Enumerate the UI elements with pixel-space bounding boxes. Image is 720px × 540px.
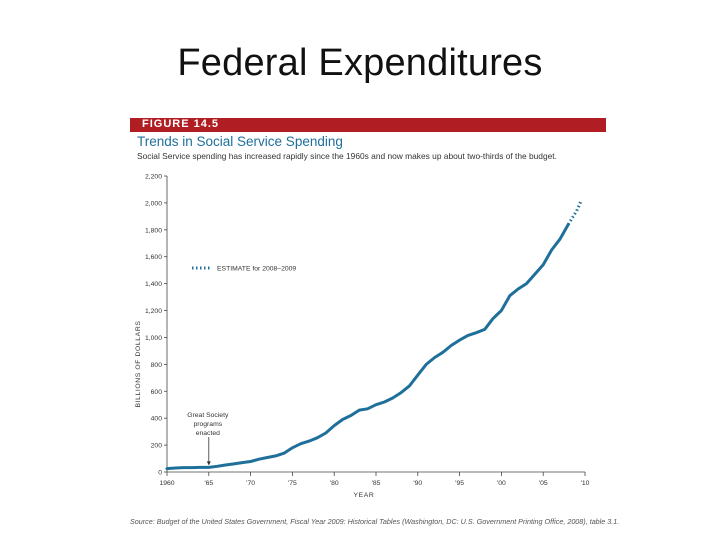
figure-source: Source: Budget of the United States Gove… — [130, 517, 620, 526]
slide-title: Federal Expenditures — [177, 42, 543, 84]
chart-series — [165, 200, 583, 471]
figure-label: FIGURE 14.5 — [142, 118, 220, 130]
y-tick-label: 0 — [158, 470, 162, 477]
figure-title: Trends in Social Service Spending — [137, 134, 343, 149]
x-tick-label: '10 — [581, 480, 590, 487]
x-tick-label: '05 — [539, 480, 548, 487]
x-tick-label: '00 — [497, 480, 506, 487]
y-tick-label: 400 — [151, 416, 163, 423]
actual-series-line — [165, 222, 570, 471]
x-tick-label: '90 — [413, 480, 422, 487]
annotation-text-line: Great Society — [187, 412, 229, 419]
y-tick-label: 1,400 — [145, 281, 162, 288]
x-tick-label: 1960 — [159, 480, 174, 487]
y-tick-label: 600 — [151, 389, 163, 396]
x-tick-label: '85 — [372, 480, 381, 487]
chart-legend: ESTIMATE for 2008–2009 — [192, 266, 296, 273]
y-tick-label: 1,600 — [145, 254, 162, 261]
y-axis: 0 200 400 600 800 1,000 1,200 1,400 1,600 1,800 2,… — [135, 174, 168, 477]
annotation-text-line: enacted — [196, 430, 220, 437]
y-tick-label: 200 — [151, 443, 163, 450]
figure-banner: FIGURE 14.5 — [130, 118, 606, 132]
x-tick-label: '65 — [204, 480, 213, 487]
chart-annotations: Great Society programs enacted — [187, 412, 229, 466]
y-tick-label: 1,000 — [145, 335, 162, 342]
y-tick-label: 1,800 — [145, 227, 162, 234]
y-tick-label: 2,000 — [145, 200, 162, 207]
y-axis-label: BILLIONS OF DOLLARS — [135, 321, 142, 408]
x-axis: 1960 '65 '70 '75 '80 '85 '90 '95 '00 '05 '10 YEAR — [159, 471, 590, 499]
estimate-series-line — [567, 200, 583, 226]
annotation-arrowhead — [206, 461, 211, 466]
x-tick-label: '80 — [330, 480, 339, 487]
y-tick-label: 2,200 — [145, 174, 162, 181]
x-tick-label: '75 — [288, 480, 297, 487]
y-tick-label: 1,200 — [145, 308, 162, 315]
x-axis-label: YEAR — [354, 492, 375, 499]
x-tick-label: '70 — [246, 480, 255, 487]
annotation-text-line: programs — [193, 421, 222, 428]
figure-subtitle: Social Service spending has increased ra… — [137, 151, 557, 161]
x-tick-label: '95 — [455, 480, 464, 487]
y-tick-label: 800 — [151, 362, 163, 369]
legend-label: ESTIMATE for 2008–2009 — [217, 266, 296, 273]
